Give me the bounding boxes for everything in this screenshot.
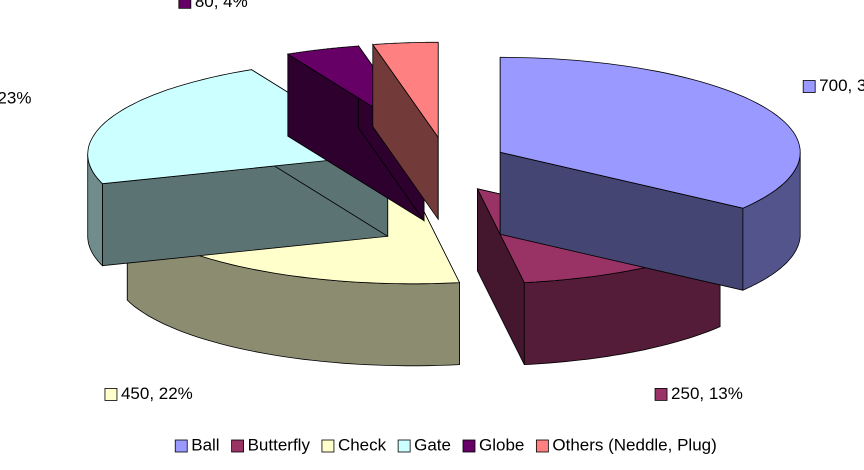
data-label: 250, 13%: [671, 384, 743, 403]
slice-top: [372, 41, 439, 139]
data-label: 450, 23%: [0, 88, 31, 107]
label-swatch: [104, 388, 118, 401]
legend-label: Others (Neddle, Plug): [552, 435, 716, 454]
legend-swatch: [462, 439, 476, 453]
legend-label: Ball: [191, 435, 219, 454]
slice: [499, 56, 801, 291]
legend-swatch: [231, 439, 244, 453]
label-swatch: [178, 0, 192, 9]
data-label: 450, 22%: [121, 384, 193, 403]
data-label: 700, 34%: [819, 76, 864, 95]
slice: [372, 41, 439, 221]
legend-label: Globe: [479, 435, 524, 454]
data-label: 80, 4%: [195, 0, 248, 11]
legend-swatch: [535, 439, 549, 453]
legend-swatch: [397, 439, 411, 453]
slice-top: [499, 56, 801, 209]
data-label: 70, 4%: [287, 0, 340, 2]
label-swatch: [654, 388, 668, 401]
legend-label: Butterfly: [248, 435, 311, 454]
legend-label: Gate: [414, 435, 451, 454]
legend: Ball Butterfly Check Gate Globe Others (Neddl…: [174, 435, 717, 454]
legend-swatch: [174, 439, 188, 453]
label-swatch: [802, 80, 816, 93]
legend-label: Check: [338, 435, 387, 454]
legend-swatch: [321, 439, 335, 453]
slice-top: [87, 69, 389, 185]
